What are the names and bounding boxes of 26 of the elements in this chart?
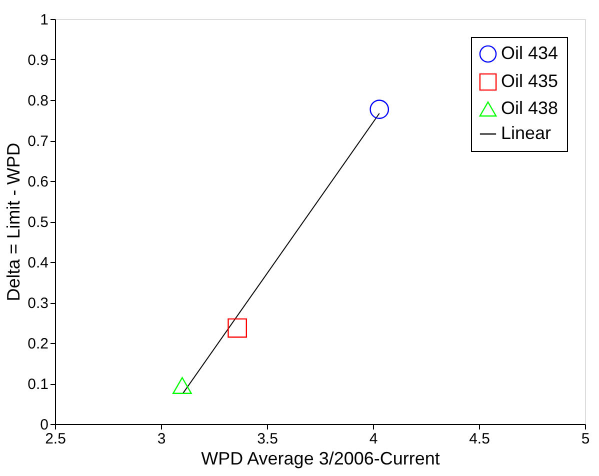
- y-tick-label: 0.3: [28, 295, 48, 312]
- point: [172, 377, 192, 394]
- y-tick-label: 0.2: [28, 336, 48, 352]
- y-tick-label: 0.5: [28, 214, 48, 231]
- y-tick-label: 0.6: [28, 174, 48, 190]
- y-tick-label: 1: [40, 12, 48, 28]
- y-tick-label: 0.1: [28, 376, 48, 393]
- x-tick-label: 4.5: [469, 430, 490, 448]
- x-tick-label: 3: [157, 430, 166, 448]
- point: [228, 318, 248, 338]
- x-tick-label: 4: [369, 430, 378, 448]
- x-tick-label: 3.5: [257, 430, 278, 448]
- legend-label: Oil 434: [501, 43, 558, 63]
- x-axis-title: WPD Average 3/2006-Current: [201, 448, 440, 468]
- y-tick-label: 0.9: [28, 52, 48, 69]
- legend-label: Linear: [501, 123, 552, 143]
- y-tick-label: 0.7: [28, 133, 48, 150]
- y-tick-label: 0.8: [28, 92, 48, 110]
- y-tick-label: 0: [40, 416, 48, 434]
- legend-label: Oil 435: [501, 71, 558, 91]
- y-tick-label: 0.4: [28, 254, 48, 272]
- y-axis-title: Delta = Limit - WPD: [4, 142, 24, 302]
- x-tick-label: 5: [581, 430, 590, 448]
- point: [370, 100, 390, 119]
- x-tick-label: 2.5: [45, 430, 66, 448]
- legend-label: Oil 438: [501, 98, 558, 118]
